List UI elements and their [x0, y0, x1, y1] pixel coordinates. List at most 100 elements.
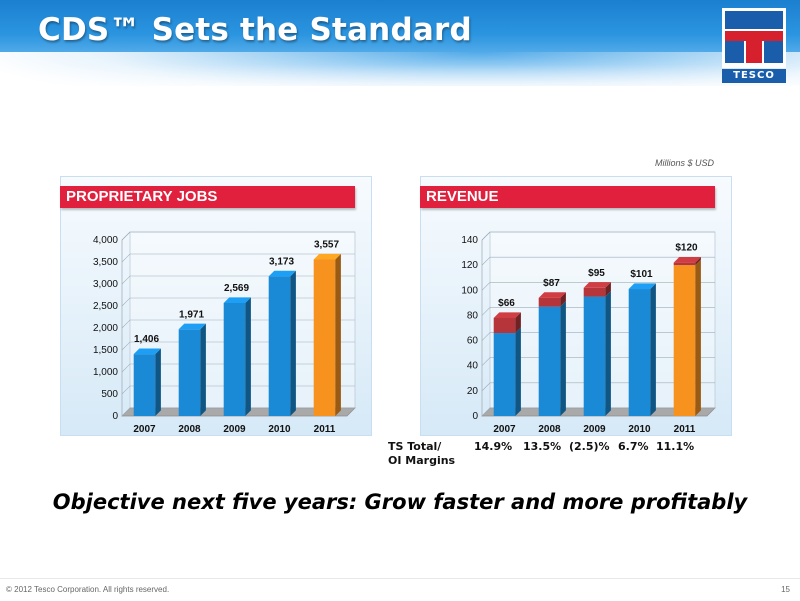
revenue-bar [538, 306, 561, 416]
jobs-data-label: 2,569 [224, 283, 249, 294]
jobs-bar-top [223, 297, 251, 303]
jobs-ytick-label: 2,000 [93, 323, 118, 334]
jobs-category-label: 2009 [223, 424, 246, 434]
margin-2009: (2.5)% [569, 440, 610, 453]
jobs-ytick-label: 2,500 [93, 301, 118, 312]
margin-2010: 6.7% [618, 440, 649, 453]
margin-2008: 13.5% [523, 440, 562, 453]
revenue-bar-segment [673, 262, 696, 266]
jobs-bar [223, 302, 246, 416]
revenue-data-label: $120 [675, 243, 698, 254]
revenue-bar-side [560, 301, 566, 416]
jobs-ytick-label: 500 [101, 389, 118, 400]
revenue-ytick-label: 60 [467, 336, 479, 347]
jobs-bar [268, 276, 291, 416]
revenue-gridline [481, 281, 715, 291]
revenue-bar [583, 296, 606, 416]
revenue-ytick-label: 140 [461, 235, 478, 246]
jobs-ytick-label: 4,000 [93, 235, 118, 246]
revenue-ytick-label: 80 [467, 310, 479, 321]
jobs-bar-side [335, 253, 341, 416]
slide-title: CDS™ Sets the Standard [38, 12, 472, 48]
jobs-bar-side [155, 348, 161, 416]
revenue-category-label: 2009 [583, 424, 606, 434]
logo-right-block [764, 41, 783, 63]
jobs-bar [133, 354, 156, 416]
revenue-chart: 0 20 40 60 80 100 120 140 $66 2007 $87 2008 $95 2009 $… [461, 231, 716, 434]
revenue-data-label: $87 [543, 278, 560, 289]
logo-top-block [725, 11, 783, 29]
revenue-bar-side [605, 290, 611, 416]
jobs-bar-top [268, 270, 296, 277]
jobs-data-label: 1,971 [179, 309, 204, 320]
revenue-ytick-label: 40 [467, 361, 479, 372]
margins-label: TS Total/ OI Margins [388, 440, 455, 468]
jobs-data-label: 3,173 [269, 256, 294, 267]
jobs-ytick-label: 1,000 [93, 367, 118, 378]
revenue-bar-side [515, 327, 521, 416]
revenue-data-label: $95 [588, 268, 605, 279]
logo-red-bar [725, 31, 783, 41]
jobs-bar-side [245, 297, 251, 416]
jobs-bar-top [133, 348, 161, 355]
logo-left-block [725, 41, 744, 63]
tesco-logo [722, 8, 786, 68]
jobs-ytick-label: 0 [112, 411, 118, 422]
jobs-bar-top [313, 253, 341, 260]
units-note: Millions $ USD [655, 158, 715, 168]
revenue-category-label: 2011 [674, 424, 696, 434]
margin-2007: 14.9% [474, 440, 513, 453]
jobs-ytick-label: 3,500 [93, 257, 118, 268]
header-swoosh [0, 52, 800, 112]
jobs-bar-side [200, 323, 206, 416]
revenue-bar [673, 265, 696, 416]
revenue-bar-segment-side [560, 292, 566, 307]
jobs-gridline [121, 253, 355, 263]
footer [0, 578, 800, 601]
revenue-bar-side [650, 283, 656, 416]
objective-statement: Objective next five years: Grow faster a… [52, 490, 748, 514]
revenue-bar-segment-side [515, 312, 521, 334]
margin-2011: 11.1% [656, 440, 695, 453]
jobs-chart: 0 500 1,000 1,500 2,000 2,500 3,000 3,500 4,000 1… [93, 231, 356, 434]
revenue-bar-segment [493, 317, 516, 334]
jobs-data-label: 3,557 [314, 239, 339, 250]
revenue-category-label: 2008 [538, 424, 561, 434]
revenue-data-label: $66 [498, 298, 515, 309]
jobs-category-label: 2010 [268, 424, 291, 434]
revenue-gridline [481, 231, 715, 241]
revenue-bar-segment-side [605, 282, 611, 297]
revenue-bar-segment [583, 287, 606, 297]
jobs-ytick-label: 3,000 [93, 279, 118, 290]
revenue-bar-segment-side [695, 257, 701, 266]
revenue-bar-segment [538, 297, 561, 307]
margins-label-line2: OI Margins [388, 454, 456, 467]
margins-label-line1: TS Total/ [388, 440, 442, 453]
revenue-bar-top [538, 292, 566, 298]
revenue-ytick-label: 20 [467, 386, 479, 397]
jobs-gridline [121, 231, 355, 241]
revenue-chart-title: REVENUE [420, 186, 715, 208]
jobs-bar [178, 329, 201, 416]
jobs-category-label: 2011 [314, 424, 336, 434]
revenue-ytick-label: 0 [472, 411, 478, 422]
logo-red-stem [746, 41, 762, 63]
jobs-bar [313, 259, 336, 416]
logo-text: TESCO [722, 69, 786, 83]
revenue-bar [628, 289, 651, 416]
jobs-bar-side [290, 270, 296, 416]
copyright: © 2012 Tesco Corporation. All rights res… [6, 585, 170, 594]
page-number: 15 [781, 585, 790, 594]
revenue-bar-top [493, 312, 521, 318]
jobs-bar-top [178, 323, 206, 330]
revenue-ytick-label: 100 [461, 285, 478, 296]
jobs-category-label: 2008 [178, 424, 201, 434]
jobs-category-label: 2007 [133, 424, 156, 434]
jobs-data-label: 1,406 [134, 334, 159, 345]
revenue-category-label: 2007 [493, 424, 516, 434]
jobs-ytick-label: 1,500 [93, 345, 118, 356]
revenue-bar-side [695, 259, 701, 416]
revenue-gridline [481, 256, 715, 266]
revenue-bar-top [628, 283, 656, 290]
revenue-bar [493, 333, 516, 416]
